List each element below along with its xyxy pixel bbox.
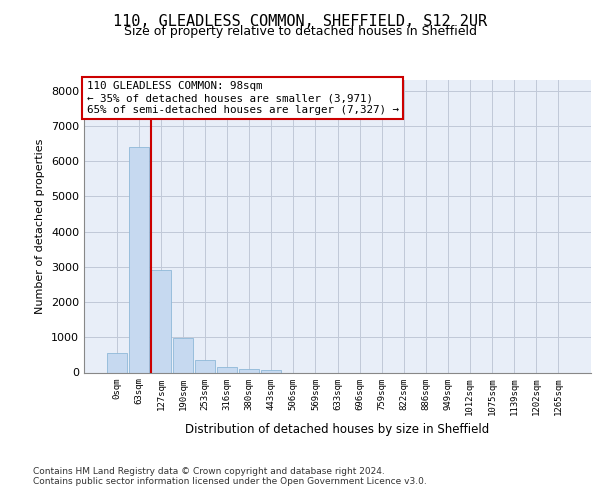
Bar: [239, 369, 259, 372]
X-axis label: Distribution of detached houses by size in Sheffield: Distribution of detached houses by size …: [185, 424, 490, 436]
Bar: [129, 147, 149, 372]
Bar: [217, 366, 237, 372]
Bar: [262, 370, 281, 372]
Text: Size of property relative to detached houses in Sheffield: Size of property relative to detached ho…: [124, 25, 476, 38]
Bar: [195, 360, 215, 372]
Y-axis label: Number of detached properties: Number of detached properties: [35, 138, 46, 314]
Text: Contains public sector information licensed under the Open Government Licence v3: Contains public sector information licen…: [33, 477, 427, 486]
Text: Contains HM Land Registry data © Crown copyright and database right 2024.: Contains HM Land Registry data © Crown c…: [33, 467, 385, 476]
Bar: [107, 353, 127, 372]
Text: 110 GLEADLESS COMMON: 98sqm
← 35% of detached houses are smaller (3,971)
65% of : 110 GLEADLESS COMMON: 98sqm ← 35% of det…: [86, 82, 398, 114]
Bar: [151, 270, 171, 372]
Bar: [173, 338, 193, 372]
Text: 110, GLEADLESS COMMON, SHEFFIELD, S12 2UR: 110, GLEADLESS COMMON, SHEFFIELD, S12 2U…: [113, 14, 487, 29]
